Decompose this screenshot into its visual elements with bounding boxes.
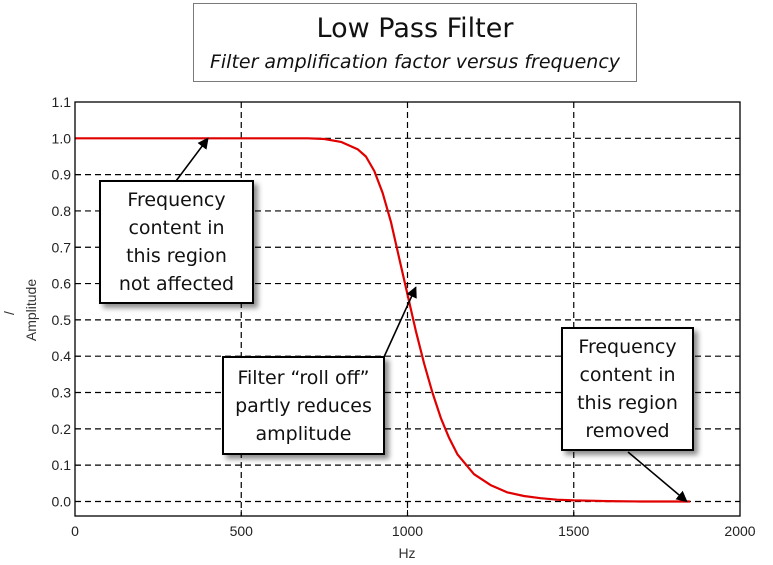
- y-axis-label: Amplitude: [23, 279, 39, 341]
- chart-title: Low Pass Filter: [316, 13, 514, 44]
- x-axis-label: Hz: [398, 545, 415, 561]
- annotation-arrow: [383, 286, 417, 358]
- y-tick-label: 0.5: [52, 312, 72, 328]
- y-tick-label: 1.1: [52, 94, 72, 110]
- chart-subtitle: Filter amplification factor versus frequ…: [209, 51, 621, 73]
- plot-frame: [74, 101, 741, 517]
- y-axis-label-extra: /: [1, 311, 17, 315]
- annotation-roll-off: Filter “roll off” partly reduces amplitu…: [222, 356, 385, 455]
- series-lines: [75, 137, 691, 503]
- x-tick-label: 1500: [558, 523, 589, 539]
- series-line: [75, 137, 691, 503]
- x-tick-label: 1000: [392, 523, 423, 539]
- annotation-arrow: [175, 137, 209, 182]
- annotation-removed: Frequency content in this region removed: [561, 327, 694, 451]
- y-tick-label: 0.6: [52, 276, 72, 292]
- annotation-not-affected: Frequency content in this region not aff…: [99, 180, 254, 304]
- grid-lines: [74, 101, 741, 516]
- y-tick-label: 0.8: [52, 203, 72, 219]
- x-tick-label: 500: [230, 523, 254, 539]
- y-tick-label: 0.3: [52, 385, 72, 401]
- title-box: Low Pass Filter Filter amplification fac…: [193, 3, 637, 82]
- y-tick-label: 0.4: [52, 348, 72, 364]
- y-tick-label: 0.1: [52, 457, 72, 473]
- y-tick-label: 0.9: [52, 167, 72, 183]
- y-tick-label: 0.0: [52, 493, 72, 509]
- x-tick-label: 0: [71, 523, 79, 539]
- x-tick-label: 2000: [724, 523, 755, 539]
- y-tick-label: 0.7: [52, 239, 72, 255]
- annotation-arrow: [627, 451, 688, 503]
- annotation-arrows: [175, 137, 688, 503]
- y-tick-label: 1.0: [52, 130, 72, 146]
- tick-labels: 0 500 1000 1500 2000 0.0 0.1 0.2 0.3 0.4 0.5 0.6 0.7…: [52, 94, 756, 539]
- y-tick-label: 0.2: [52, 421, 72, 437]
